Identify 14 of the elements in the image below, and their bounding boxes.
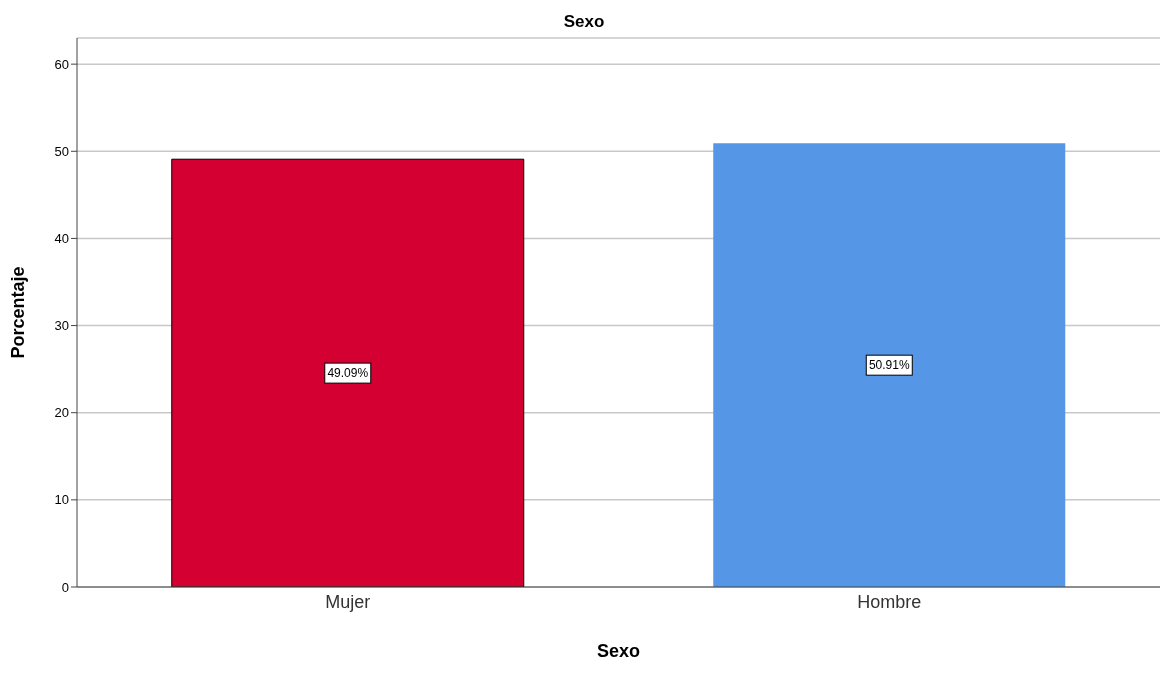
y-tick-label: 30 [54, 318, 69, 334]
x-tick-label: Hombre [857, 591, 922, 612]
chart-title: Sexo [562, 12, 606, 32]
y-axis-title: Porcentaje [8, 266, 29, 359]
data-label: 50.91% [868, 358, 910, 373]
y-tick-label: 20 [54, 405, 69, 421]
x-axis-title: Sexo [596, 641, 641, 661]
y-tick-label: 10 [54, 492, 69, 508]
y-tick-label: 60 [54, 56, 69, 72]
data-label: 49.09% [327, 366, 369, 381]
y-tick-label: 50 [54, 143, 69, 159]
x-tick-label: Mujer [325, 591, 371, 612]
y-tick-label: 0 [61, 579, 69, 595]
y-tick-label: 40 [54, 231, 69, 247]
